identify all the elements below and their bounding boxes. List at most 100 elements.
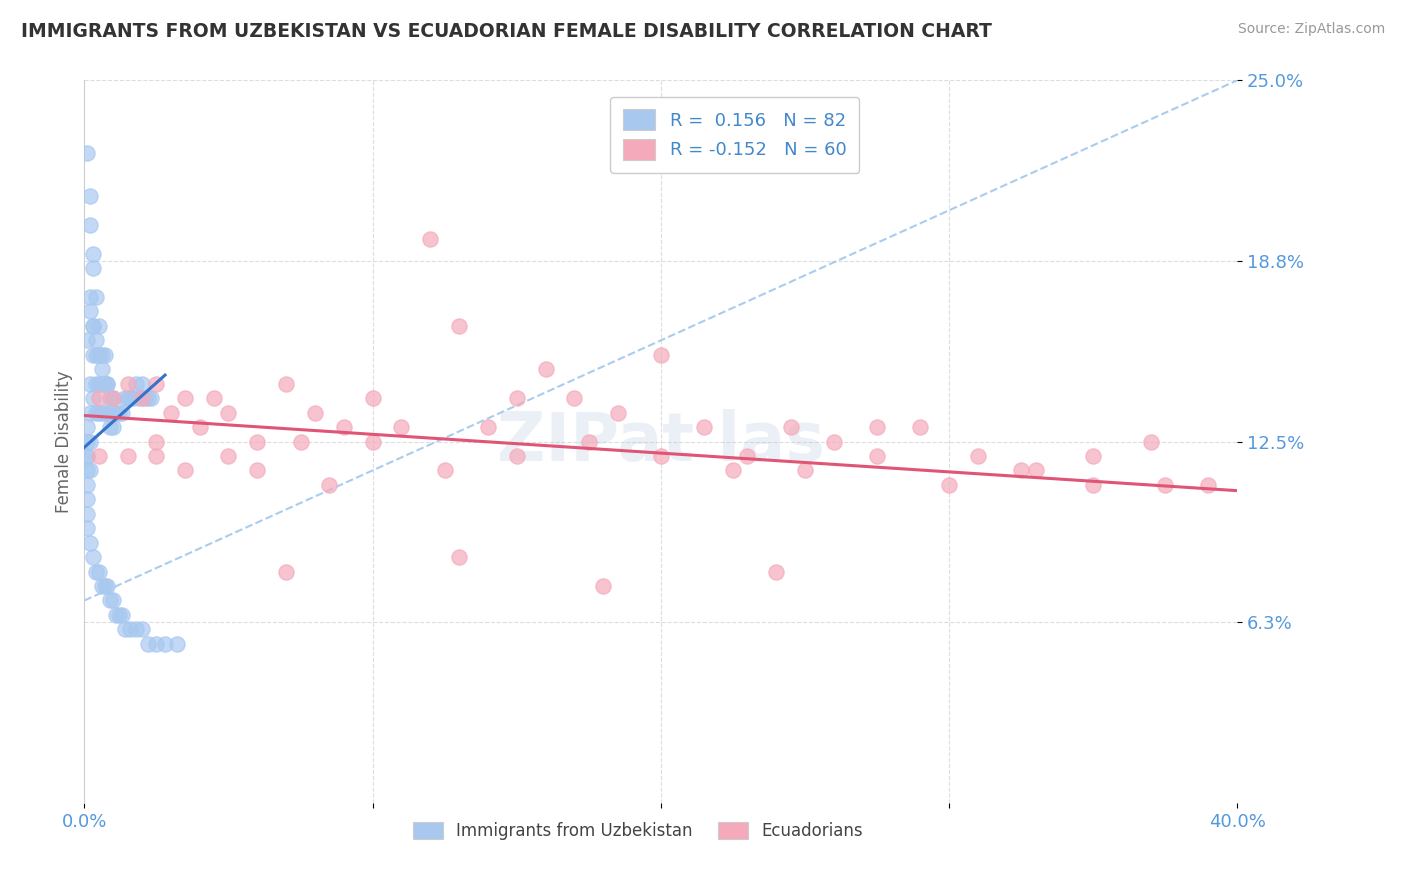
Point <box>1025 463 1047 477</box>
Point <box>145 376 167 391</box>
Point <box>866 420 889 434</box>
Point <box>96 376 118 391</box>
Point <box>96 406 118 420</box>
Point <box>79 535 101 549</box>
Point <box>76 449 98 463</box>
Point <box>84 376 107 391</box>
Point <box>592 579 614 593</box>
Point <box>93 579 115 593</box>
Point <box>1198 478 1220 492</box>
Point <box>90 376 112 391</box>
Text: Source: ZipAtlas.com: Source: ZipAtlas.com <box>1237 22 1385 37</box>
Point <box>108 607 131 622</box>
Point <box>145 434 167 449</box>
Point <box>391 420 413 434</box>
Text: IMMIGRANTS FROM UZBEKISTAN VS ECUADORIAN FEMALE DISABILITY CORRELATION CHART: IMMIGRANTS FROM UZBEKISTAN VS ECUADORIAN… <box>21 22 993 41</box>
Point <box>98 420 121 434</box>
Point <box>174 391 197 405</box>
Point <box>82 261 104 276</box>
Point <box>160 406 183 420</box>
Point <box>578 434 600 449</box>
Point <box>139 391 162 405</box>
Point <box>103 391 124 405</box>
Point <box>188 420 211 434</box>
Point <box>84 334 107 348</box>
Point <box>1083 449 1105 463</box>
Point <box>120 623 142 637</box>
Point <box>82 391 104 405</box>
Point <box>276 565 298 579</box>
Point <box>117 376 139 391</box>
Point <box>79 376 101 391</box>
Point <box>114 623 136 637</box>
Point <box>87 565 110 579</box>
Point <box>82 318 104 333</box>
Point <box>318 478 340 492</box>
Point <box>76 449 98 463</box>
Y-axis label: Female Disability: Female Disability <box>55 370 73 513</box>
Point <box>82 550 104 565</box>
Point <box>131 376 153 391</box>
Point <box>87 376 110 391</box>
Point <box>98 391 121 405</box>
Point <box>290 434 312 449</box>
Point <box>90 348 112 362</box>
Point <box>79 290 101 304</box>
Point <box>87 348 110 362</box>
Point <box>103 420 124 434</box>
Point <box>105 406 128 420</box>
Point <box>361 391 384 405</box>
Point <box>125 376 148 391</box>
Point <box>79 434 101 449</box>
Point <box>84 348 107 362</box>
Point <box>105 607 128 622</box>
Point <box>114 391 136 405</box>
Point <box>76 507 98 521</box>
Point <box>103 391 124 405</box>
Point <box>79 304 101 318</box>
Point <box>153 637 176 651</box>
Point <box>87 318 110 333</box>
Point <box>125 623 148 637</box>
Point <box>910 420 932 434</box>
Point <box>304 406 326 420</box>
Point <box>506 449 529 463</box>
Point <box>218 406 240 420</box>
Point <box>90 579 112 593</box>
Point <box>506 391 529 405</box>
Point <box>136 637 159 651</box>
Point <box>93 406 115 420</box>
Point <box>361 434 384 449</box>
Point <box>145 449 167 463</box>
Point <box>765 565 787 579</box>
Point <box>202 391 225 405</box>
Point <box>90 406 112 420</box>
Point <box>76 463 98 477</box>
Point <box>87 348 110 362</box>
Point <box>938 478 960 492</box>
Point <box>1154 478 1177 492</box>
Point <box>111 406 134 420</box>
Point <box>246 463 269 477</box>
Point <box>449 550 471 565</box>
Point <box>120 391 142 405</box>
Point <box>98 593 121 607</box>
Point <box>87 391 110 405</box>
Point <box>79 218 101 232</box>
Point <box>117 391 139 405</box>
Point <box>87 449 110 463</box>
Point <box>84 290 107 304</box>
Point <box>79 189 101 203</box>
Point <box>721 463 744 477</box>
Point <box>79 463 101 477</box>
Point <box>82 318 104 333</box>
Point <box>134 391 156 405</box>
Point <box>333 420 356 434</box>
Point <box>449 318 471 333</box>
Point <box>136 391 159 405</box>
Point <box>276 376 298 391</box>
Point <box>122 391 145 405</box>
Point <box>650 348 672 362</box>
Point <box>823 434 845 449</box>
Point <box>93 348 115 362</box>
